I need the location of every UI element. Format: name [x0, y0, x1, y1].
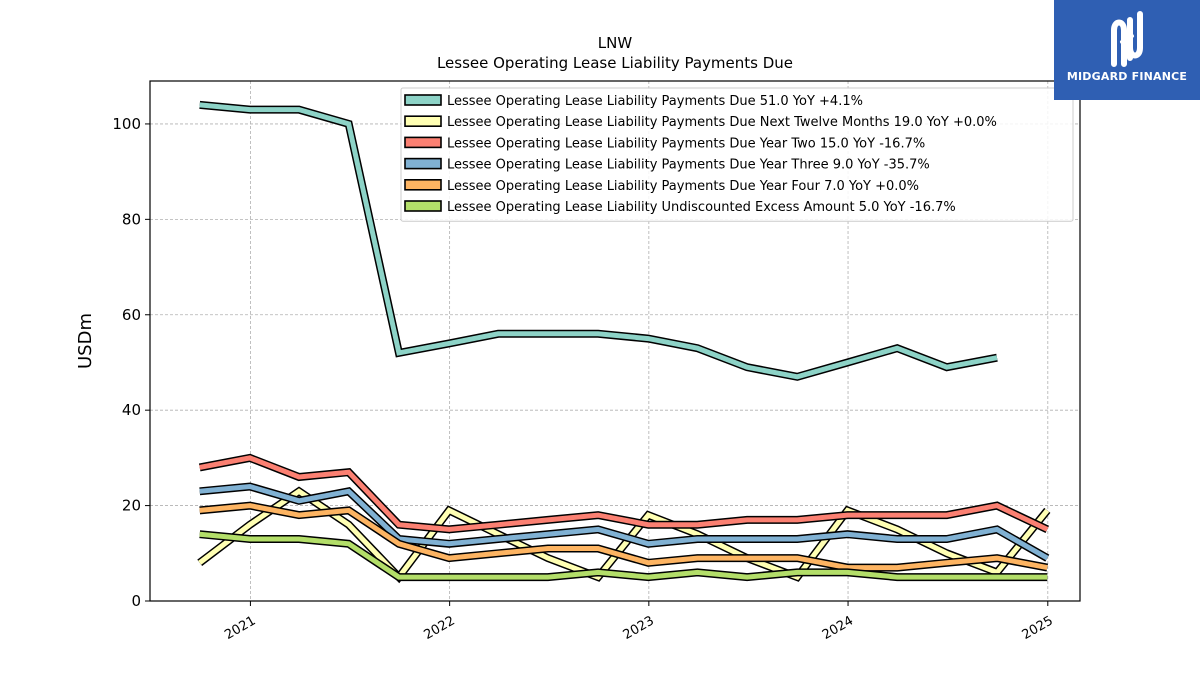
y-tick-label: 20: [122, 497, 141, 515]
x-tick-label: 2025: [1020, 613, 1056, 643]
series-line-1: [199, 100, 998, 381]
legend-swatch: [404, 200, 442, 212]
series-line-5: [199, 501, 1049, 572]
series-line-stroke: [198, 488, 1050, 581]
brand-name: MIDGARD FINANCE: [1066, 70, 1188, 83]
series-line-4: [199, 482, 1050, 562]
legend-swatch: [404, 94, 442, 106]
legend-swatch: [404, 157, 442, 170]
y-axis-label: USDm: [75, 313, 96, 369]
series-line-stroke: [199, 455, 1049, 532]
series-line-stroke: [199, 503, 1048, 571]
chart-title: LNW: [598, 34, 633, 52]
legend-swatch: [404, 115, 442, 127]
y-tick-label: 40: [122, 401, 141, 419]
y-axis: 0 20 40 60 80 100: [112, 115, 150, 610]
y-tick-label: 100: [112, 115, 141, 133]
series-line-stroke: [199, 483, 1049, 561]
series-line-stroke: [199, 531, 1048, 580]
legend-entry: Lessee Operating Lease Liability Payment…: [447, 115, 997, 130]
chart-subtitle: Lessee Operating Lease Liability Payment…: [437, 54, 793, 72]
series-line-6: [199, 530, 1048, 582]
series-lines: [197, 100, 1051, 584]
series-line-stroke: [199, 102, 998, 380]
x-tick-label: 2023: [621, 613, 657, 643]
x-tick-label: 2021: [222, 613, 258, 643]
plot-frame: [149, 80, 1081, 602]
legend-entry: Lessee Operating Lease Liability Payment…: [447, 179, 919, 194]
series-line-2: [197, 486, 1051, 584]
series-line-3: [198, 453, 1050, 534]
y-tick-label: 0: [131, 592, 141, 610]
x-tick-label: 2022: [421, 613, 457, 643]
legend-swatch: [404, 136, 442, 149]
legend-box: [400, 87, 1074, 222]
legend: Lessee Operating Lease Liability Payment…: [400, 87, 1074, 222]
y-tick-label: 80: [122, 210, 141, 228]
legend-entry: Lessee Operating Lease Liability Payment…: [447, 158, 930, 173]
legend-entry: Lessee Operating Lease Liability Undisco…: [447, 200, 956, 215]
x-axis: 2021 2022 2023 2024 2025: [222, 601, 1056, 643]
legend-entry: Lessee Operating Lease Liability Payment…: [447, 136, 925, 151]
y-tick-label: 60: [122, 306, 141, 324]
brand-logo-mark-icon: [1111, 11, 1143, 67]
legend-entry: Lessee Operating Lease Liability Payment…: [447, 94, 863, 109]
x-tick-label: 2024: [820, 613, 856, 643]
legend-swatch: [404, 179, 442, 191]
brand-logo: MIDGARD FINANCE: [1054, 0, 1200, 100]
